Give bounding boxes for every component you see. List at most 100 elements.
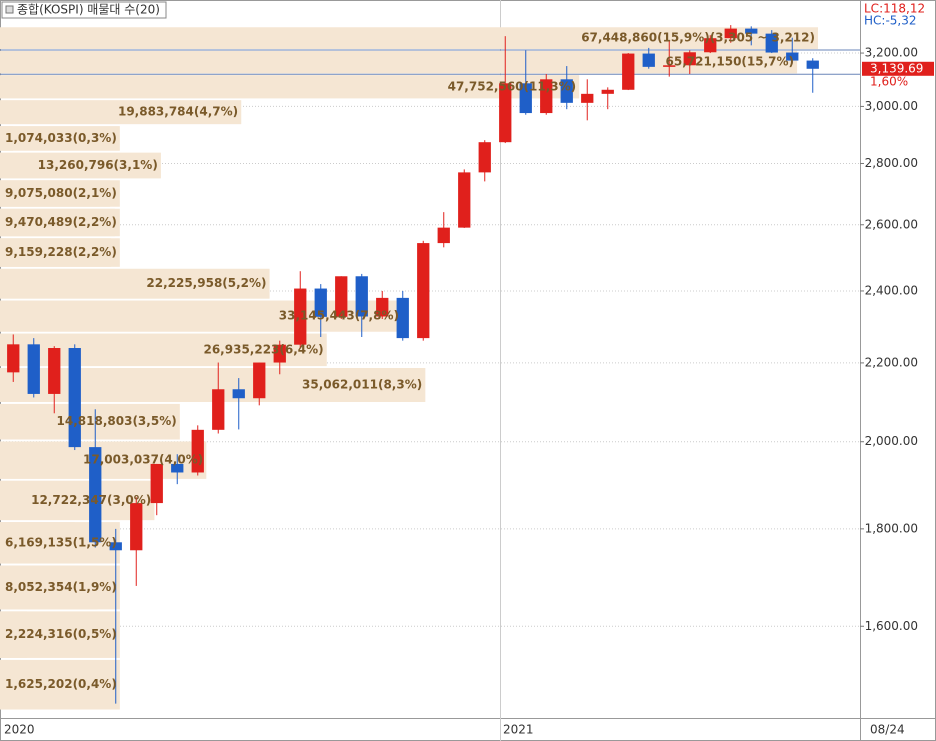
candle-body	[581, 93, 594, 103]
profile-label: 9,075,080(2,1%)	[5, 186, 117, 200]
candle-body	[314, 288, 327, 317]
candle-body	[355, 276, 368, 317]
label-layer: 1,600.00 1,800.00 2,000.00 2,200.00 2,400.00…	[4, 31, 934, 737]
profile-label: 1,625,202(0,4%)	[5, 677, 117, 691]
candle-body	[396, 297, 409, 339]
candle-body	[109, 542, 122, 551]
hc-label: HC:-5,32	[864, 14, 917, 28]
profile-label-bg	[0, 238, 120, 267]
candle-body	[724, 28, 737, 39]
profile-label: 26,935,223(6,4%)	[203, 342, 323, 356]
last-price-tag	[862, 61, 934, 76]
candle-body	[519, 83, 532, 114]
profile-label: 67,448,860(15,9%)(3,305 ~ 3,212)	[581, 31, 815, 45]
profile-label-bg	[0, 441, 207, 479]
profile-label-bg	[0, 565, 120, 610]
profile-label-bg	[0, 480, 155, 521]
y-tick-label: 2,000.00	[865, 434, 918, 448]
title-box	[1, 1, 167, 19]
profile-label: 6,169,135(1,5%)	[5, 535, 117, 549]
lc-label: LC:118,12	[864, 2, 925, 16]
candle-body	[458, 172, 471, 228]
candle-body	[7, 344, 20, 373]
profile-label-bg	[0, 126, 120, 151]
y-tick-label: 2,200.00	[865, 355, 918, 369]
y-tick-label: 2,400.00	[865, 283, 918, 297]
profile-label-bg	[0, 152, 161, 179]
y-tick-label: 2,800.00	[865, 156, 918, 170]
profile-label: 35,062,011(8,3%)	[302, 378, 422, 392]
profile-label-bg	[0, 100, 242, 125]
candle-body	[499, 83, 512, 143]
candle-body	[560, 79, 573, 103]
profile-label: 33,145,443(7,8%)	[279, 309, 399, 323]
candle-body	[417, 243, 430, 339]
candle-body	[212, 389, 225, 430]
candle-body	[437, 227, 450, 244]
chart-title: 종합(KOSPI) 매물대 수(20)	[17, 3, 160, 17]
candle-body	[171, 463, 184, 473]
y-tick-label: 1,800.00	[865, 521, 918, 535]
candle-body	[150, 463, 163, 504]
profile-label-bg	[0, 27, 818, 49]
candle-body	[130, 503, 143, 551]
profile-label-bg	[0, 75, 580, 99]
x-tick-label: 2021	[503, 723, 534, 737]
profile-label: 13,260,796(3,1%)	[38, 158, 158, 172]
profile-label: 47,752,560(11,3%)	[448, 79, 577, 93]
y-tick-label: 2,600.00	[865, 217, 918, 231]
candle-body	[663, 65, 676, 67]
profile-label: 19,883,784(4,7%)	[118, 105, 238, 119]
candle-body	[786, 52, 799, 61]
candle-body	[89, 447, 102, 543]
candle-body	[48, 348, 61, 394]
profile-label-bg	[0, 611, 120, 658]
profile-label: 17,003,037(4,0%)	[83, 453, 203, 467]
last-change-label: 1,60%	[870, 74, 908, 88]
x-tick-label: 08/24	[870, 723, 905, 737]
candle-body	[478, 142, 491, 173]
profile-label-bg	[0, 300, 402, 332]
candle-layer	[7, 25, 819, 704]
profile-label: 65,721,150(15,7%)	[666, 55, 795, 69]
candle-body	[540, 79, 553, 114]
candle-body	[745, 28, 758, 34]
profile-label: 1,074,033(0,3%)	[5, 131, 117, 145]
profile-label-bg	[0, 659, 120, 710]
candle-body	[191, 429, 204, 473]
profile-label: 14,818,803(3,5%)	[57, 414, 177, 428]
y-tick-label: 3,200.00	[865, 46, 918, 60]
y-tick-label: 3,000.00	[865, 99, 918, 113]
profile-label: 8,052,354(1,9%)	[5, 580, 117, 594]
profile-label-bg	[0, 208, 120, 237]
y-tick-label: 1,600.00	[865, 619, 918, 633]
profile-label: 9,159,228(2,2%)	[5, 245, 117, 259]
grid-layer	[0, 0, 864, 741]
candle-body	[232, 389, 245, 399]
candle-body	[294, 288, 307, 345]
last-price-label: 3,139.69	[870, 61, 923, 75]
candle-body	[68, 348, 81, 448]
profile-label-bg	[0, 50, 798, 74]
profile-label-bg	[0, 180, 120, 207]
candle-body	[806, 60, 819, 69]
profile-label: 9,470,489(2,2%)	[5, 215, 117, 229]
title-icon	[5, 5, 14, 14]
candle-body	[601, 89, 614, 94]
profile-label-bg	[0, 268, 270, 299]
profile-label: 12,722,347(3,0%)	[31, 493, 151, 507]
candle-body	[642, 53, 655, 67]
candle-body	[273, 344, 286, 363]
profile-label: 22,225,958(5,2%)	[146, 276, 266, 290]
candle-body	[335, 276, 348, 317]
candle-body	[765, 33, 778, 53]
x-tick-label: 2020	[4, 723, 35, 737]
profile-label-bg	[0, 403, 180, 440]
profile-label: 2,224,316(0,5%)	[5, 627, 117, 641]
candle-body	[683, 52, 696, 66]
candle-body	[253, 362, 266, 399]
candle-body	[704, 38, 717, 53]
candle-body	[376, 297, 389, 317]
candle-body	[622, 53, 635, 90]
